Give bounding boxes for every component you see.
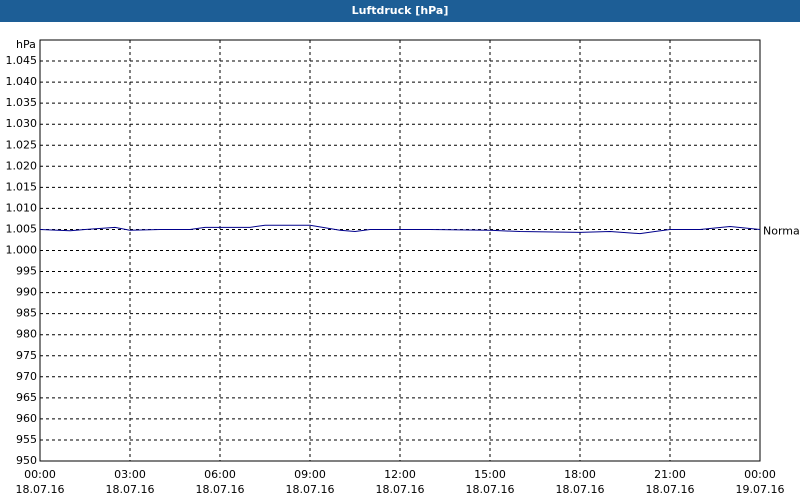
y-tick-label: 990 (16, 286, 37, 299)
x-tick-label: 18:00 18.07.16 (555, 468, 605, 496)
x-tick-label: 12:00 18.07.16 (375, 468, 425, 496)
y-tick-label: 1.045 (6, 54, 38, 67)
y-tick-label: 965 (16, 391, 37, 404)
y-tick-label: 975 (16, 349, 37, 362)
series-label: Normal (763, 224, 800, 237)
x-tick-label: 21:00 18.07.16 (645, 468, 695, 496)
y-tick-label: 1.020 (6, 159, 38, 172)
y-tick-label: 985 (16, 307, 37, 320)
y-tick-label: 1.000 (6, 244, 38, 257)
title-bar: Luftdruck [hPa] (0, 0, 800, 22)
x-tick-label: 00:00 18.07.16 (15, 468, 65, 496)
x-tick-label: 06:00 18.07.16 (195, 468, 245, 496)
y-tick-label: 970 (16, 370, 37, 383)
y-tick-label: 955 (16, 433, 37, 446)
y-tick-label: 950 (16, 454, 37, 467)
y-tick-label: 1.030 (6, 117, 38, 130)
x-tick-label: 00:00 19.07.16 (735, 468, 785, 496)
y-tick-label: 960 (16, 412, 37, 425)
y-tick-label: 980 (16, 328, 37, 341)
data-line (39, 224, 761, 235)
y-tick-label: 1.015 (6, 180, 38, 193)
y-tick-label: 1.040 (6, 75, 38, 88)
y-tick-label: 1.005 (6, 222, 38, 235)
y-tick-label: 1.035 (6, 96, 38, 109)
y-tick-label: 1.010 (6, 201, 38, 214)
x-tick-label: 03:00 18.07.16 (105, 468, 155, 496)
y-axis-label: hPa (16, 38, 36, 51)
x-tick-label: 15:00 18.07.16 (465, 468, 515, 496)
y-tick-label: 995 (16, 265, 37, 278)
y-tick-label: 1.025 (6, 138, 38, 151)
x-tick-label: 09:00 18.07.16 (285, 468, 335, 496)
